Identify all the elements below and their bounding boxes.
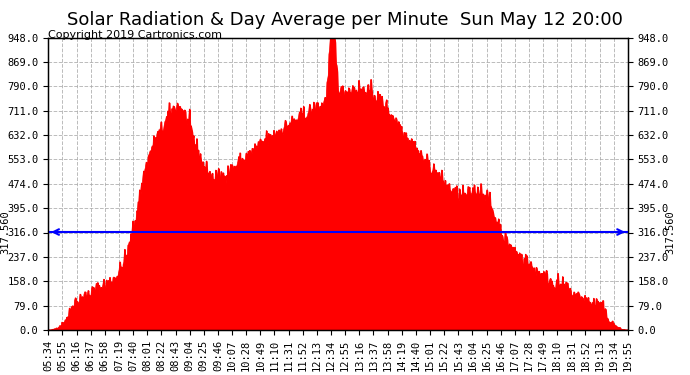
Text: Solar Radiation & Day Average per Minute  Sun May 12 20:00: Solar Radiation & Day Average per Minute…	[67, 11, 623, 29]
Text: 317.560: 317.560	[1, 210, 10, 254]
Text: Copyright 2019 Cartronics.com: Copyright 2019 Cartronics.com	[48, 30, 222, 40]
Text: 317.560: 317.560	[666, 210, 676, 254]
